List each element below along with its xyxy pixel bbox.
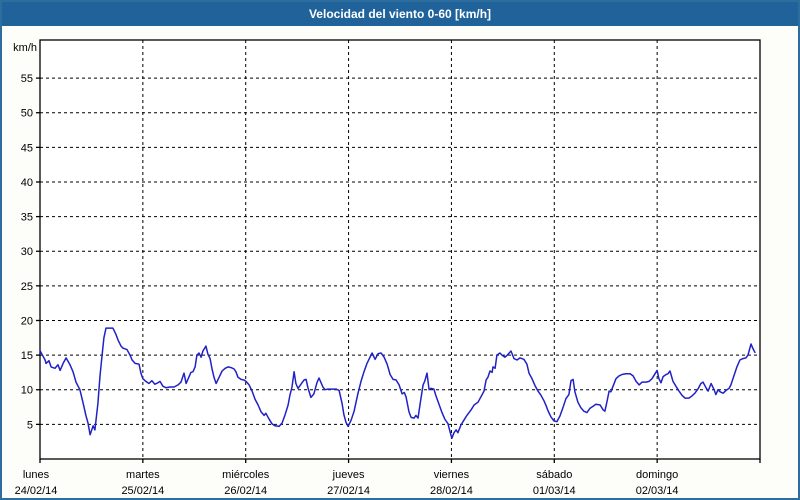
- day-name-label: martes: [126, 469, 160, 481]
- day-name-label: viernes: [434, 469, 470, 481]
- day-name-label: lunes: [23, 469, 50, 481]
- gridlines: [40, 40, 760, 459]
- svg-text:40: 40: [21, 177, 33, 189]
- svg-text:50: 50: [21, 108, 33, 120]
- day-name-label: domingo: [636, 469, 678, 481]
- svg-text:15: 15: [21, 350, 33, 362]
- day-date-label: 02/03/14: [636, 485, 679, 497]
- plot-border: [39, 39, 761, 460]
- day-name-label: sábado: [536, 469, 572, 481]
- svg-text:30: 30: [21, 246, 33, 258]
- svg-text:10: 10: [21, 385, 33, 397]
- wind-speed-line: [39, 327, 756, 439]
- svg-text:5: 5: [27, 419, 33, 431]
- day-date-label: 27/02/14: [327, 485, 370, 497]
- svg-text:35: 35: [21, 212, 33, 224]
- svg-text:45: 45: [21, 142, 33, 154]
- day-date-label: 01/03/14: [533, 485, 576, 497]
- x-axis-labels: lunes 24/02/14 martes 25/02/14 miércoles 26/0…: [15, 459, 761, 497]
- y-axis-unit-label: km/h: [13, 42, 37, 54]
- svg-text:25: 25: [21, 281, 33, 293]
- plot-area: [40, 40, 760, 459]
- title-bar: Velocidad del viento 0-60 [km/h]: [2, 2, 798, 26]
- svg-text:20: 20: [21, 315, 33, 327]
- day-name-label: miércoles: [222, 469, 270, 481]
- day-date-label: 26/02/14: [224, 485, 267, 497]
- y-axis-labels: 5 10 15 20 25 30 35 40 45 50 55 km/h: [13, 42, 40, 431]
- svg-text:55: 55: [21, 73, 33, 85]
- window-title: Velocidad del viento 0-60 [km/h]: [308, 7, 492, 21]
- day-date-label: 24/02/14: [15, 485, 58, 497]
- day-date-label: 25/02/14: [121, 485, 164, 497]
- day-date-label: 28/02/14: [430, 485, 473, 497]
- day-name-label: jueves: [332, 469, 365, 481]
